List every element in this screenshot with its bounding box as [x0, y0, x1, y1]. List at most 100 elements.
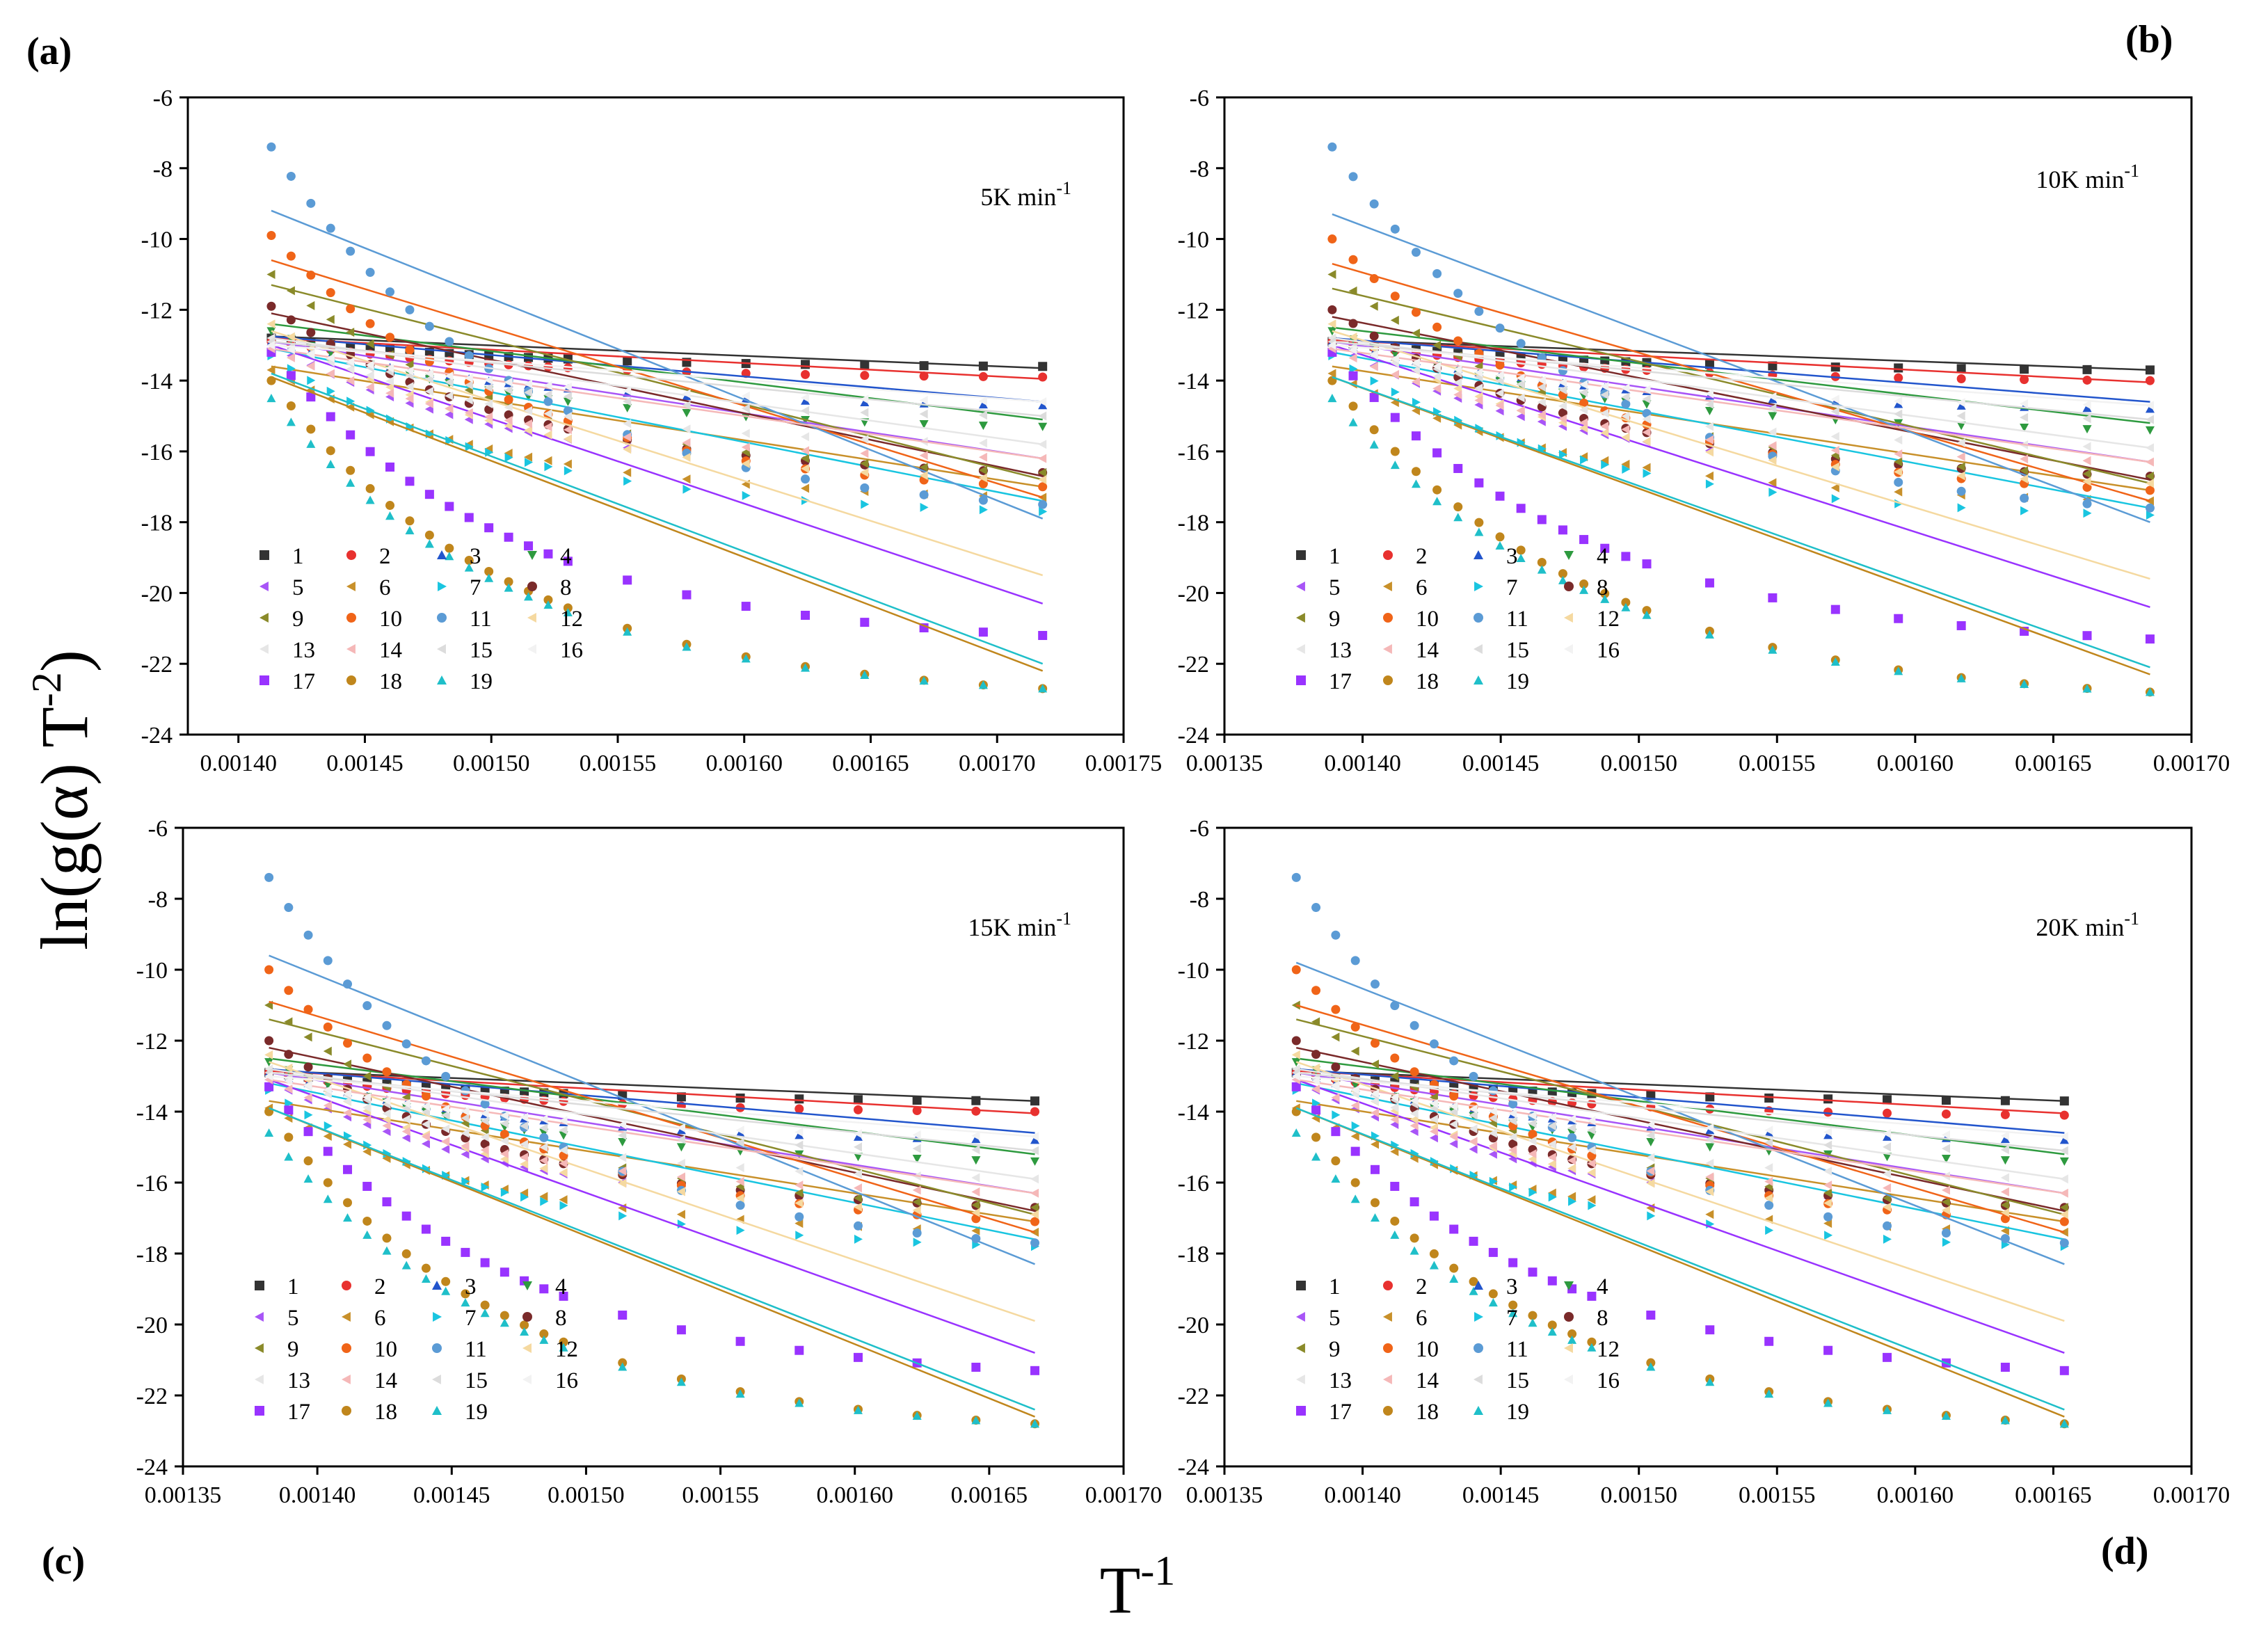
data-point	[1369, 331, 1379, 341]
data-point	[1390, 1001, 1400, 1011]
y-tick-label: -6	[1190, 86, 1209, 111]
data-point	[1600, 422, 1609, 431]
data-point	[794, 1167, 804, 1176]
data-point	[1429, 1098, 1438, 1108]
data-point	[1894, 487, 1903, 497]
data-point	[2000, 1173, 2009, 1183]
data-point	[421, 1102, 430, 1112]
data-point	[524, 406, 533, 415]
data-point	[1390, 1071, 1399, 1081]
data-point	[326, 223, 335, 233]
fit-line	[271, 344, 1044, 605]
data-point	[1823, 1180, 1832, 1190]
data-point	[343, 1059, 352, 1069]
data-point	[920, 502, 929, 512]
data-point	[854, 1234, 863, 1244]
data-point	[978, 452, 987, 462]
legend-marker	[1564, 582, 1574, 591]
legend-label: 4	[555, 1274, 567, 1299]
data-point	[1621, 433, 1630, 442]
data-point	[264, 1071, 273, 1081]
data-point	[524, 379, 533, 389]
data-point	[539, 1123, 548, 1133]
legend-label: 18	[374, 1400, 397, 1425]
data-point	[2145, 443, 2154, 453]
data-point	[1941, 1411, 1951, 1420]
y-tick-label: -20	[1178, 581, 1209, 607]
data-point	[284, 1132, 294, 1142]
fit-line	[1332, 262, 2150, 502]
data-point	[794, 1128, 804, 1137]
y-tick-label: -12	[1178, 1029, 1209, 1055]
data-point	[2059, 1210, 2068, 1219]
data-point	[1311, 1105, 1321, 1115]
data-point	[303, 1174, 313, 1183]
y-tick-label: -24	[136, 1455, 168, 1480]
legend-label: 12	[560, 607, 583, 632]
data-point	[1646, 1120, 1655, 1130]
data-point	[919, 371, 929, 381]
legend-label: 14	[379, 638, 402, 663]
fit-line	[1332, 376, 2150, 675]
data-point	[287, 364, 296, 374]
data-point	[500, 1119, 509, 1128]
data-point	[1883, 1202, 1892, 1212]
data-point	[362, 1092, 372, 1102]
data-point	[1941, 1197, 1950, 1207]
data-point	[2059, 1110, 2069, 1120]
data-point	[971, 1106, 981, 1116]
data-point	[405, 477, 415, 486]
data-point	[1942, 1238, 1951, 1247]
data-point	[860, 435, 869, 445]
x-tick-label: 0.00145	[413, 1482, 490, 1508]
data-point	[2020, 375, 2029, 385]
legend-marker	[1296, 1281, 1306, 1290]
data-point	[682, 642, 692, 651]
data-point	[2082, 684, 2092, 693]
data-point	[1331, 1062, 1341, 1072]
data-point	[266, 269, 275, 279]
x-tick-label: 0.00170	[959, 751, 1036, 776]
chart-panel-d: -6-8-10-12-14-16-18-20-22-240.00135 0.001…	[1178, 816, 2230, 1508]
data-point	[1350, 1146, 1360, 1156]
data-point	[853, 1153, 863, 1162]
data-point	[735, 1093, 745, 1103]
legend-marker	[432, 1406, 442, 1415]
data-point	[682, 590, 692, 600]
legend-label: 9	[1329, 1337, 1341, 1362]
data-point	[1038, 467, 1047, 477]
data-point	[853, 1095, 863, 1105]
data-point	[2082, 375, 2092, 385]
data-point	[742, 490, 751, 500]
data-point	[1369, 440, 1379, 449]
data-point	[424, 490, 434, 499]
data-point	[1453, 384, 1462, 394]
data-point	[1537, 410, 1546, 419]
data-point	[284, 1063, 293, 1073]
data-point	[1390, 224, 1400, 234]
y-tick-label: -22	[141, 652, 173, 678]
data-point	[1705, 1187, 1714, 1196]
y-tick-label: -16	[1178, 440, 1209, 465]
data-point	[912, 1206, 921, 1215]
data-point	[343, 1096, 352, 1106]
data-point	[2082, 477, 2091, 486]
legend-label: 14	[1416, 638, 1439, 663]
data-point	[480, 1308, 490, 1318]
data-point	[323, 1100, 332, 1110]
data-point	[1350, 1100, 1359, 1110]
data-point	[853, 1202, 862, 1212]
legend-label: 12	[1597, 607, 1620, 632]
data-point	[1768, 478, 1777, 488]
data-point	[520, 1153, 529, 1162]
data-point	[1621, 411, 1630, 421]
data-point	[1488, 1247, 1498, 1257]
data-point	[1894, 397, 1903, 406]
legend-marker	[259, 582, 269, 591]
data-point	[919, 490, 929, 499]
data-point	[1038, 411, 1047, 421]
fit-line	[271, 284, 1043, 481]
y-tick-label: -12	[136, 1029, 168, 1055]
data-point	[1547, 1327, 1557, 1336]
legend-marker	[255, 1312, 264, 1322]
